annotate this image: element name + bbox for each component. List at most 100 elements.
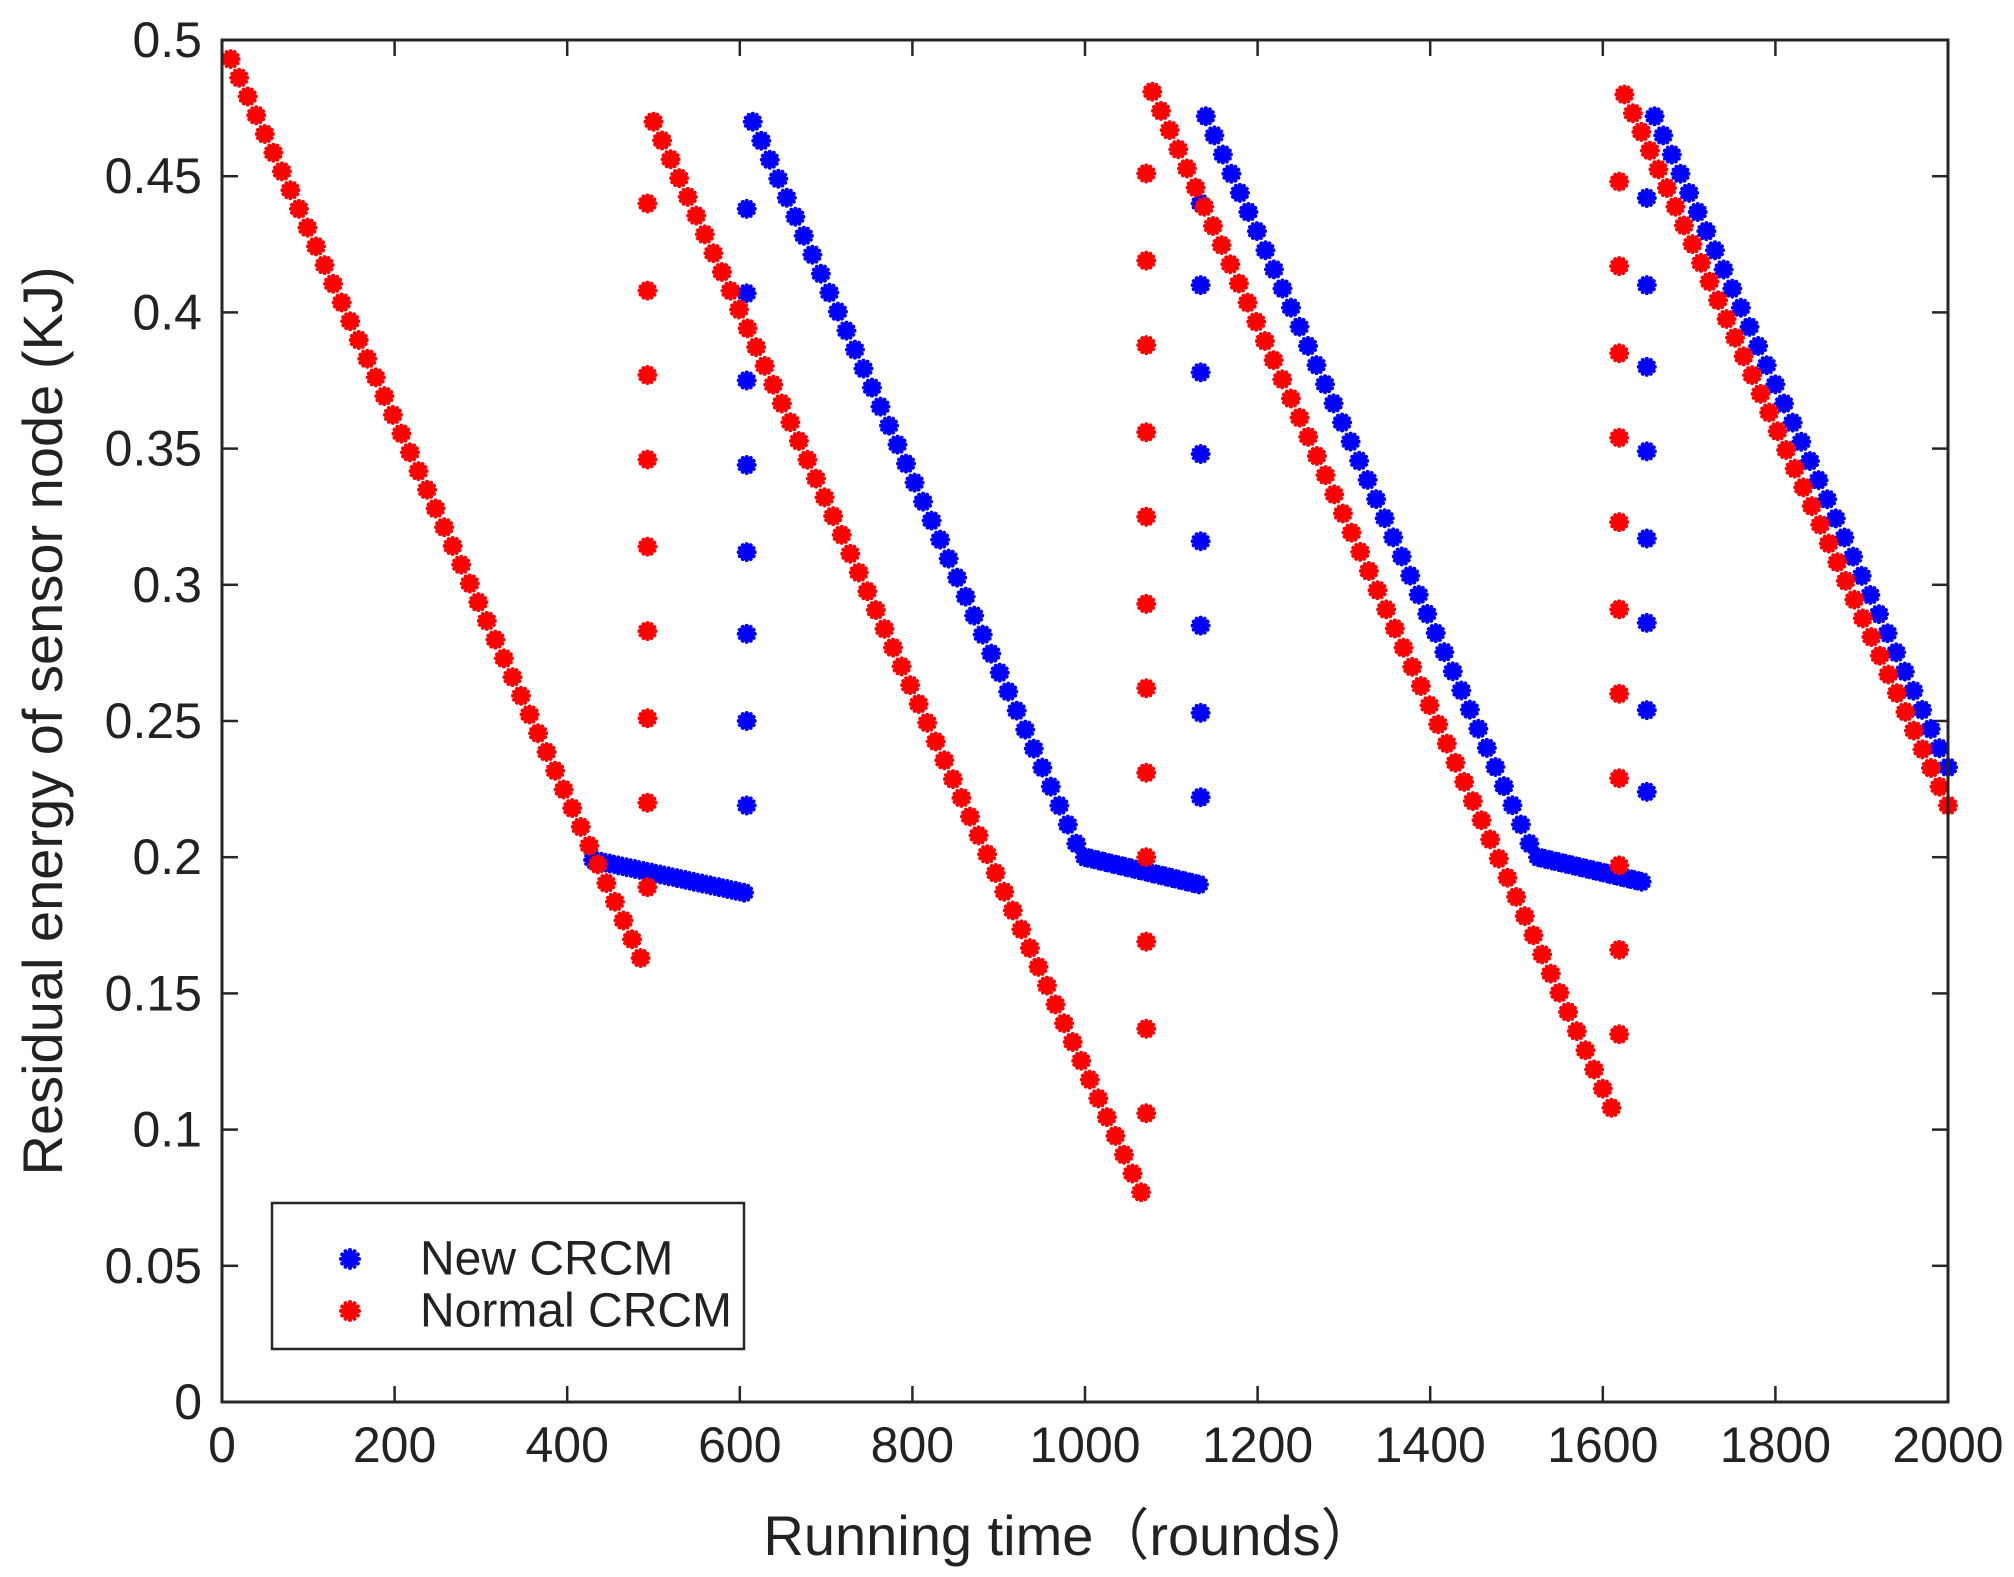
data-point bbox=[288, 198, 309, 219]
data-point bbox=[763, 374, 784, 395]
data-point bbox=[1609, 683, 1630, 704]
data-point bbox=[1263, 350, 1284, 371]
data-point bbox=[711, 261, 732, 282]
data-point bbox=[596, 873, 617, 894]
data-point bbox=[1739, 316, 1760, 337]
data-point bbox=[1254, 330, 1275, 351]
data-point bbox=[1696, 221, 1717, 242]
x-tick-label: 1400 bbox=[1375, 1417, 1486, 1473]
data-point bbox=[736, 283, 757, 304]
data-point bbox=[1451, 680, 1472, 701]
data-point bbox=[510, 685, 531, 706]
data-point bbox=[1631, 871, 1652, 892]
data-point bbox=[1442, 661, 1463, 682]
data-point bbox=[1844, 589, 1865, 610]
legend-label-normal-crcm: Normal CRCM bbox=[420, 1285, 732, 1338]
data-point bbox=[998, 681, 1019, 702]
x-tick-label: 0 bbox=[208, 1417, 236, 1473]
data-point bbox=[1272, 278, 1293, 299]
data-point bbox=[1350, 541, 1371, 562]
data-point bbox=[1614, 84, 1635, 105]
data-point bbox=[536, 741, 557, 762]
data-point bbox=[1142, 81, 1163, 102]
data-point bbox=[1255, 240, 1276, 261]
data-point bbox=[1687, 202, 1708, 223]
y-tick-label: 0.35 bbox=[105, 421, 202, 477]
data-point bbox=[1742, 365, 1763, 386]
data-point bbox=[751, 130, 772, 151]
data-point bbox=[1324, 484, 1345, 505]
data-point bbox=[1748, 336, 1769, 357]
data-point bbox=[1843, 546, 1864, 567]
data-point bbox=[746, 337, 767, 358]
data-point bbox=[989, 662, 1010, 683]
data-point bbox=[883, 637, 904, 658]
data-point bbox=[1519, 833, 1540, 854]
data-point bbox=[1497, 867, 1518, 888]
data-point bbox=[814, 487, 835, 508]
data-point bbox=[1204, 125, 1225, 146]
data-point bbox=[1894, 661, 1915, 682]
x-tick-label: 1000 bbox=[1029, 1417, 1140, 1473]
data-point bbox=[1609, 768, 1630, 789]
x-axis-title: Running time（rounds） bbox=[763, 1504, 1376, 1567]
data-point bbox=[1860, 584, 1881, 605]
data-point bbox=[1510, 814, 1531, 835]
data-point bbox=[1835, 570, 1856, 591]
data-point bbox=[1332, 503, 1353, 524]
data-point bbox=[493, 648, 514, 669]
data-point bbox=[734, 882, 755, 903]
data-point bbox=[1895, 701, 1916, 722]
data-point bbox=[703, 243, 724, 264]
data-point bbox=[652, 130, 673, 151]
data-point bbox=[1912, 699, 1933, 720]
data-point bbox=[434, 517, 455, 538]
data-point bbox=[1006, 700, 1027, 721]
data-point bbox=[1713, 259, 1734, 280]
data-point bbox=[451, 554, 472, 575]
data-point bbox=[1636, 781, 1657, 802]
data-point bbox=[1575, 1040, 1596, 1061]
data-point bbox=[1730, 297, 1751, 318]
data-point bbox=[1136, 335, 1157, 356]
data-point bbox=[280, 180, 301, 201]
data-point bbox=[720, 280, 741, 301]
y-tick-label: 0.2 bbox=[132, 829, 202, 885]
data-point bbox=[1767, 421, 1788, 442]
data-point bbox=[857, 581, 878, 602]
data-point bbox=[1195, 106, 1216, 127]
data-point bbox=[1877, 623, 1898, 644]
data-point bbox=[1340, 431, 1361, 452]
legend-box bbox=[270, 1201, 746, 1351]
data-point bbox=[1609, 343, 1630, 364]
data-point bbox=[985, 862, 1006, 883]
data-point bbox=[736, 198, 757, 219]
data-point bbox=[348, 329, 369, 350]
legend-label-new-crcm: New CRCM bbox=[420, 1233, 673, 1286]
data-point bbox=[806, 468, 827, 489]
data-point bbox=[1852, 608, 1873, 629]
data-point bbox=[1609, 939, 1630, 960]
data-point bbox=[1221, 163, 1242, 184]
data-point bbox=[1733, 346, 1754, 367]
data-point bbox=[1903, 720, 1924, 741]
data-point bbox=[374, 386, 395, 407]
data-point bbox=[977, 844, 998, 865]
y-tick-label: 0.45 bbox=[105, 148, 202, 204]
data-point bbox=[865, 600, 886, 621]
data-point bbox=[1023, 738, 1044, 759]
data-point bbox=[637, 877, 658, 898]
data-point bbox=[686, 205, 707, 226]
data-point bbox=[459, 573, 480, 594]
data-point bbox=[1105, 1125, 1126, 1146]
data-point bbox=[1514, 906, 1535, 927]
data-point bbox=[1357, 469, 1378, 490]
data-point bbox=[1476, 737, 1497, 758]
data-point bbox=[1791, 431, 1812, 452]
data-point bbox=[844, 339, 865, 360]
data-point bbox=[1609, 1024, 1630, 1045]
data-point bbox=[1661, 144, 1682, 165]
data-point bbox=[1818, 533, 1839, 554]
data-point bbox=[1549, 982, 1570, 1003]
